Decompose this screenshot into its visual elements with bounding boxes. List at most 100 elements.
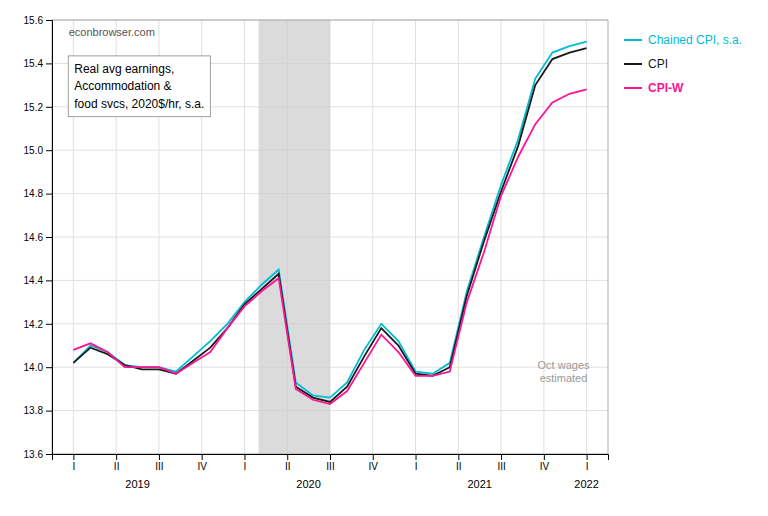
x-tick-label: II	[114, 461, 120, 472]
y-tick-mark	[46, 280, 52, 281]
description-box: Real avg earnings, Accommodation & food sv…	[68, 56, 210, 117]
legend-item: CPI	[624, 57, 668, 71]
x-tick-mark	[202, 454, 203, 460]
x-tick-label: I	[586, 461, 589, 472]
y-tick: 15.2	[24, 102, 52, 113]
y-tick-mark	[46, 107, 52, 108]
chart-svg: IIIIIIIVIIIIIIIVIIIIIIIVI13.613.814.014.…	[0, 0, 768, 516]
x-tick-label: I	[72, 461, 75, 472]
x-tick-label: III	[155, 461, 163, 472]
x-tick-mark	[244, 454, 245, 460]
x-tick-mark	[330, 454, 331, 460]
x-tick: III	[497, 454, 505, 472]
source-annotation: econbrowser.com	[69, 26, 155, 38]
x-grid-line	[244, 20, 245, 454]
legend-label: CPI	[648, 57, 668, 71]
annotation-line: food svcs, 2020$/hr, s.a.	[74, 97, 204, 111]
year-label: 2020	[296, 478, 320, 490]
y-tick-mark	[46, 194, 52, 195]
x-tick: I	[244, 454, 247, 472]
x-axis-line	[53, 455, 609, 461]
y-axis: 13.613.814.014.214.414.614.815.015.215.4…	[24, 15, 53, 460]
x-tick: III	[155, 454, 163, 472]
annotation-line: Accommodation &	[74, 79, 171, 93]
y-tick-mark	[46, 237, 52, 238]
y-tick-mark	[46, 63, 52, 64]
chart-container: IIIIIIIVIIIIIIIVIIIIIIIVI13.613.814.014.…	[0, 0, 768, 516]
x-grid-line	[543, 20, 544, 454]
x-tick: IV	[369, 454, 379, 472]
legend-item: CPI-W	[624, 81, 684, 95]
y-tick-label: 15.0	[24, 145, 44, 156]
year-label: 2021	[467, 478, 491, 490]
x-tick-label: IV	[540, 461, 550, 472]
x-tick: I	[415, 454, 418, 472]
y-tick-mark	[46, 367, 52, 368]
x-tick: IV	[197, 454, 207, 472]
annotations: econbrowser.com Real avg earnings, Accommo…	[68, 26, 590, 384]
legend-swatch	[624, 39, 642, 41]
x-grid-line	[586, 20, 587, 454]
annotation-line: estimated	[540, 372, 588, 384]
marks	[73, 20, 586, 454]
y-tick-label: 13.8	[24, 405, 44, 416]
series-line	[73, 89, 586, 404]
x-tick-mark	[501, 454, 502, 460]
x-grid-line	[372, 20, 373, 454]
x-tick: I	[586, 454, 589, 472]
plot-frame	[52, 20, 608, 454]
y-tick-mark	[46, 324, 52, 325]
y-tick-label: 14.0	[24, 362, 44, 373]
description-text: Real avg earnings, Accommodation & food sv…	[74, 62, 204, 111]
series-line	[73, 48, 586, 402]
x-tick: I	[72, 454, 75, 472]
y-tick-label: 15.6	[24, 15, 44, 26]
annotation-line: Oct wages	[538, 359, 590, 371]
x-axis: IIIIIIIVIIIIIIIVIIIIIIIVI	[53, 454, 609, 472]
legend-swatch	[624, 87, 642, 89]
y-axis-line	[46, 21, 53, 455]
x-tick-label: III	[326, 461, 334, 472]
y-tick: 13.6	[24, 449, 52, 460]
x-tick-mark	[116, 454, 117, 460]
x-grid-line	[458, 20, 459, 454]
y-tick-mark	[46, 411, 52, 412]
note-annotation: Oct wagesestimated	[538, 359, 590, 384]
x-tick: II	[285, 454, 291, 472]
annotation-line: Real avg earnings,	[74, 62, 174, 76]
x-tick-mark	[458, 454, 459, 460]
legend-swatch	[624, 63, 642, 65]
y-tick-label: 14.6	[24, 232, 44, 243]
x-tick-label: II	[285, 461, 291, 472]
x-tick-mark	[587, 454, 588, 460]
x-tick-label: II	[456, 461, 462, 472]
year-labels: 2019202020212022	[125, 478, 599, 490]
y-tick-label: 15.2	[24, 102, 44, 113]
description-box-frame	[68, 56, 210, 117]
y-tick: 15.4	[24, 58, 52, 69]
x-tick: II	[114, 454, 120, 472]
legend-label: Chained CPI, s.a.	[648, 33, 742, 47]
x-tick-mark	[544, 454, 545, 460]
y-tick: 13.8	[24, 405, 52, 416]
x-tick: II	[456, 454, 462, 472]
x-tick-label: I	[244, 461, 247, 472]
x-tick: IV	[540, 454, 550, 472]
y-tick: 15.0	[24, 145, 52, 156]
x-tick-mark	[73, 454, 74, 460]
y-tick-mark	[46, 20, 52, 21]
y-tick-mark	[46, 454, 52, 455]
x-tick-label: III	[497, 461, 505, 472]
legend-label: CPI-W	[648, 81, 684, 95]
x-grid-line	[501, 20, 502, 454]
shaded-region	[259, 20, 330, 454]
y-tick: 14.8	[24, 188, 52, 199]
x-tick-mark	[373, 454, 374, 460]
x-tick-mark	[159, 454, 160, 460]
legend-item: Chained CPI, s.a.	[624, 33, 742, 47]
x-tick-label: IV	[369, 461, 379, 472]
x-tick-mark	[287, 454, 288, 460]
y-tick: 15.6	[24, 15, 52, 26]
y-tick-label: 13.6	[24, 449, 44, 460]
x-tick-label: IV	[197, 461, 207, 472]
